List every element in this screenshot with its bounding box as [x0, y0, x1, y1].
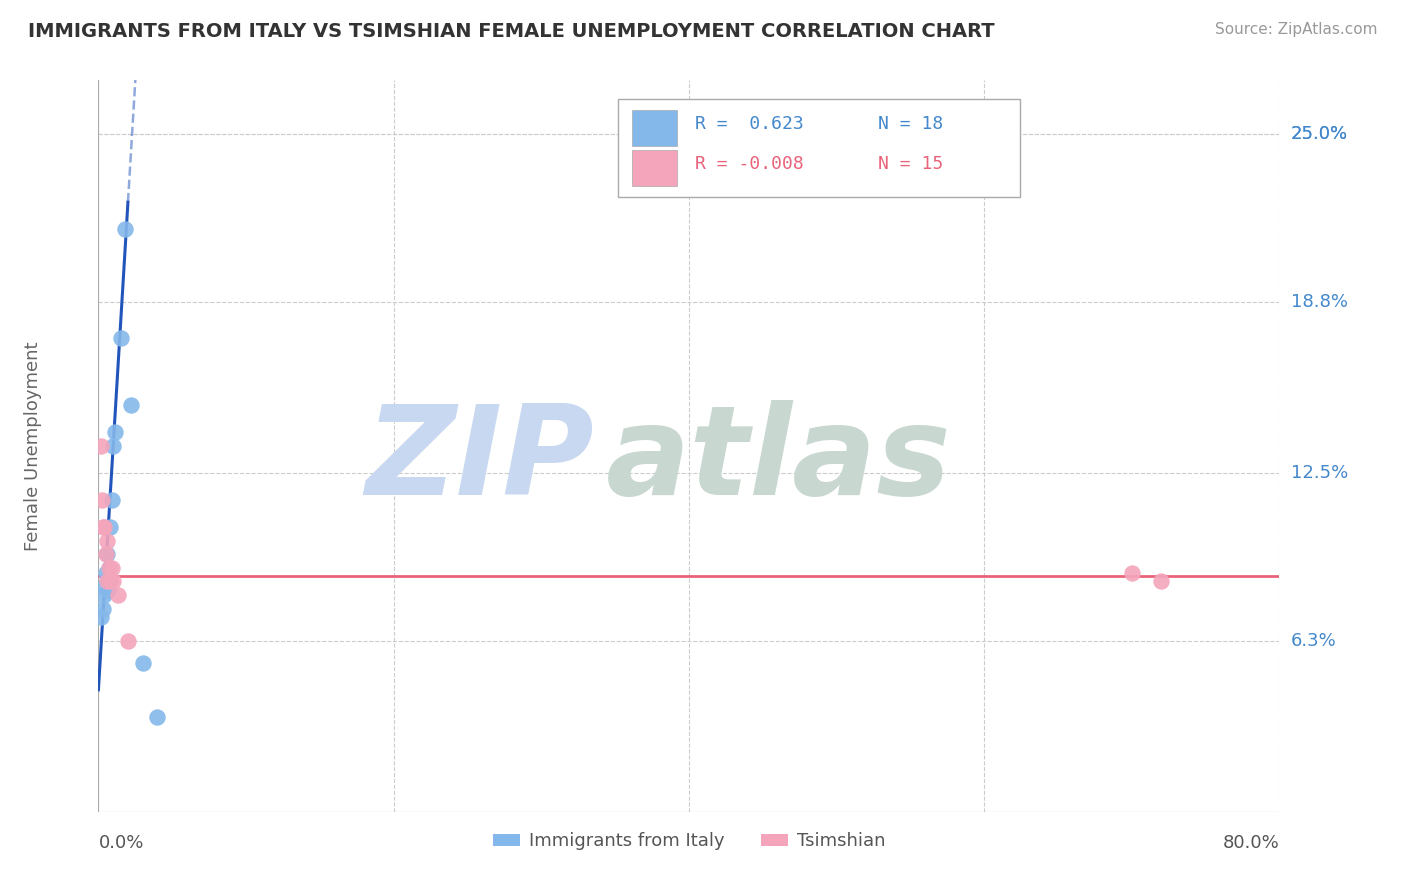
Point — [97, 582, 120, 597]
Legend: Immigrants from Italy, Tsimshian: Immigrants from Italy, Tsimshian — [485, 825, 893, 857]
Point — [97, 561, 120, 575]
Text: Source: ZipAtlas.com: Source: ZipAtlas.com — [1215, 22, 1378, 37]
Text: R = -0.008: R = -0.008 — [695, 155, 804, 173]
Text: 0.0%: 0.0% — [98, 834, 143, 852]
Point — [96, 574, 118, 589]
Point — [1150, 574, 1173, 589]
Point — [93, 588, 115, 602]
Point — [93, 580, 115, 594]
FancyBboxPatch shape — [619, 99, 1019, 197]
Point — [110, 331, 132, 345]
Point — [93, 520, 115, 534]
Point — [98, 574, 121, 589]
Point — [94, 547, 117, 561]
Point — [96, 574, 118, 589]
FancyBboxPatch shape — [633, 110, 678, 146]
Text: 12.5%: 12.5% — [1291, 464, 1348, 482]
Point — [91, 493, 114, 508]
Text: Female Unemployment: Female Unemployment — [24, 342, 42, 550]
Point — [103, 439, 125, 453]
Point — [91, 520, 114, 534]
Point — [114, 222, 136, 236]
Point — [120, 398, 142, 412]
Point — [97, 561, 120, 575]
Text: R =  0.623: R = 0.623 — [695, 115, 804, 133]
Text: 6.3%: 6.3% — [1291, 632, 1336, 650]
Text: N = 18: N = 18 — [877, 115, 943, 133]
Point — [90, 439, 112, 453]
Text: 18.8%: 18.8% — [1291, 293, 1347, 311]
Text: N = 15: N = 15 — [877, 155, 943, 173]
Point — [96, 533, 118, 548]
Point — [107, 588, 129, 602]
Point — [100, 493, 122, 508]
Point — [146, 710, 169, 724]
Point — [96, 547, 118, 561]
Point — [94, 566, 117, 581]
Point — [91, 601, 114, 615]
Point — [1121, 566, 1143, 581]
Point — [100, 561, 122, 575]
Point — [90, 609, 112, 624]
Point — [98, 520, 121, 534]
Point — [104, 425, 127, 440]
Text: IMMIGRANTS FROM ITALY VS TSIMSHIAN FEMALE UNEMPLOYMENT CORRELATION CHART: IMMIGRANTS FROM ITALY VS TSIMSHIAN FEMAL… — [28, 22, 995, 41]
Point — [103, 574, 125, 589]
FancyBboxPatch shape — [633, 150, 678, 186]
Text: 25.0%: 25.0% — [1291, 126, 1348, 144]
Text: atlas: atlas — [606, 401, 952, 521]
Point — [117, 634, 139, 648]
Point — [132, 656, 155, 670]
Text: 25.0%: 25.0% — [1291, 126, 1348, 144]
Text: 80.0%: 80.0% — [1223, 834, 1279, 852]
Text: ZIP: ZIP — [366, 401, 595, 521]
